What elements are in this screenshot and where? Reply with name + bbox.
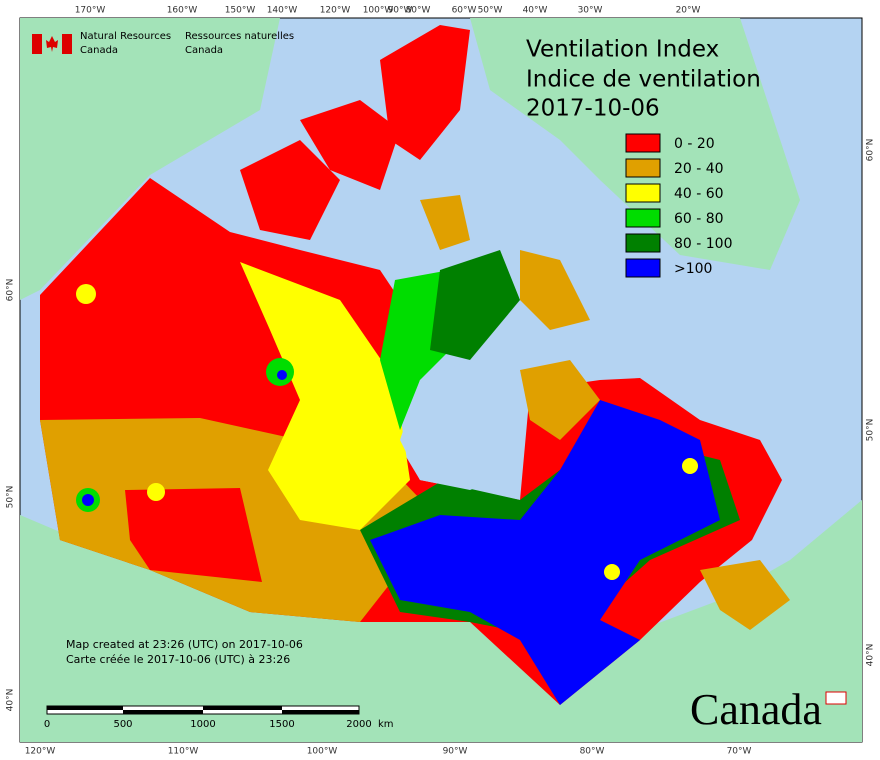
- scale-label: 2000: [346, 719, 371, 730]
- graticule-label: 170°W: [75, 6, 106, 16]
- graticule-label: 40°W: [523, 6, 548, 16]
- wordmark: Canada: [690, 685, 822, 734]
- graticule-label: 100°W: [363, 6, 394, 16]
- graticule-label: 40°N: [6, 689, 16, 712]
- scale-label: 1000: [190, 719, 215, 730]
- agency-fr: Canada: [185, 45, 223, 56]
- legend-swatch: [625, 158, 661, 178]
- footnote: Carte créée le 2017-10-06 (UTC) à 23:26: [66, 653, 290, 666]
- land: [20, 18, 862, 742]
- legend-swatch: [625, 233, 661, 253]
- legend-label: 0 - 20: [674, 136, 715, 152]
- graticule-label: 80°W: [580, 747, 605, 757]
- scale-label: 1500: [269, 719, 294, 730]
- graticule-label: 110°W: [168, 747, 199, 757]
- scale-label: 500: [113, 719, 132, 730]
- graticule-label: 120°W: [25, 747, 56, 757]
- graticule-label: 90°W: [443, 747, 468, 757]
- graticule-label: 100°W: [307, 747, 338, 757]
- nrcan-logo: Natural Resources Canada Ressources natu…: [32, 31, 294, 56]
- graticule-label: 120°W: [320, 6, 351, 16]
- graticule-label: 40°N: [866, 644, 876, 667]
- graticule-label: 60°N: [866, 139, 876, 162]
- graticule-label: 80°W: [406, 6, 431, 16]
- scale-label: 0: [44, 719, 50, 730]
- agency-en: Natural Resources: [80, 31, 171, 42]
- footnote: Map created at 23:26 (UTC) on 2017-10-06: [66, 638, 303, 651]
- legend-label: >100: [674, 261, 712, 277]
- graticule-label: 30°W: [578, 6, 603, 16]
- legend-label: 40 - 60: [674, 186, 724, 202]
- title: Indice de ventilation: [526, 67, 761, 93]
- graticule-label: 50°W: [478, 6, 503, 16]
- graticule-label: 20°W: [676, 6, 701, 16]
- graticule-label: 160°W: [167, 6, 198, 16]
- wordmark-flag: [825, 691, 847, 705]
- legend-swatch: [625, 258, 661, 278]
- legend-swatch: [625, 208, 661, 228]
- legend-label: 20 - 40: [674, 161, 724, 177]
- graticule-label: 150°W: [225, 6, 256, 16]
- legend-swatch: [625, 133, 661, 153]
- agency-fr: Ressources naturelles: [185, 31, 294, 42]
- scale-unit: km: [378, 719, 394, 730]
- graticule-label: 50°N: [866, 419, 876, 442]
- legend-label: 80 - 100: [674, 236, 733, 252]
- graticule-label: 50°N: [6, 486, 16, 509]
- agency-en: Canada: [80, 45, 118, 56]
- legend-label: 60 - 80: [674, 211, 724, 227]
- title: Ventilation Index: [526, 37, 719, 63]
- graticule-label: 60°N: [6, 279, 16, 302]
- graticule-label: 60°W: [452, 6, 477, 16]
- scale-bar: [46, 705, 360, 715]
- legend-swatch: [625, 183, 661, 203]
- title-date: 2017-10-06: [526, 96, 660, 122]
- graticule-label: 140°W: [267, 6, 298, 16]
- graticule-label: 70°W: [727, 747, 752, 757]
- graticule-label: 90°W: [388, 6, 413, 16]
